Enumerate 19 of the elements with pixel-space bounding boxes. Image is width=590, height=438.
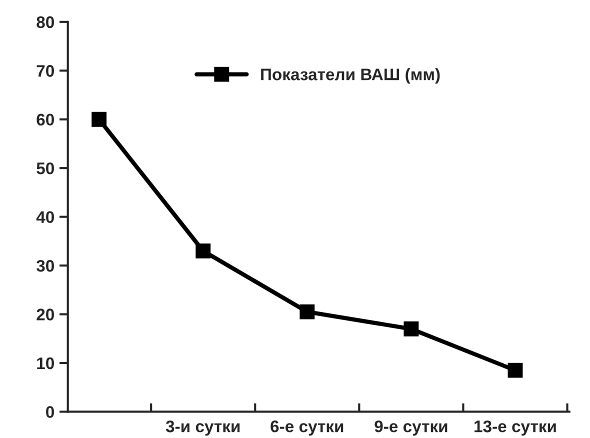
y-tick-label: 80 bbox=[36, 16, 54, 28]
x-tick-label: 9-е сутки bbox=[374, 420, 448, 436]
legend-label: Показатели ВАШ (мм) bbox=[261, 68, 440, 84]
point bbox=[508, 362, 523, 378]
y-tick-label: 70 bbox=[36, 65, 54, 77]
point bbox=[92, 112, 107, 127]
point bbox=[404, 321, 419, 336]
point bbox=[196, 243, 211, 258]
y-tick-label: 30 bbox=[36, 260, 54, 272]
y-tick-label: 0 bbox=[46, 406, 54, 418]
point bbox=[300, 304, 315, 320]
x-tick-label: 6-е сутки bbox=[270, 420, 344, 436]
y-tick-label: 60 bbox=[36, 114, 54, 126]
y-tick-label: 10 bbox=[37, 357, 54, 370]
y-tick-label: 50 bbox=[36, 162, 54, 174]
x-tick-label: 13-е сутки bbox=[474, 420, 556, 436]
y-tick-label: 40 bbox=[36, 211, 54, 224]
y-tick-label: 20 bbox=[36, 308, 54, 320]
x-tick-label: 3-и сутки bbox=[166, 420, 240, 436]
